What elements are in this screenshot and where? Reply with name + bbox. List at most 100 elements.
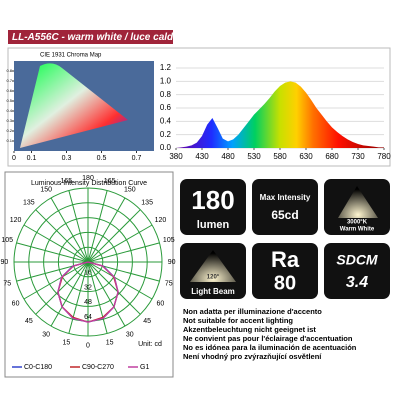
y-tick-label: 0.8: [6, 68, 12, 73]
grid-line: [87, 261, 108, 334]
grid-line: [50, 197, 89, 263]
angle-tick-label: 45: [25, 318, 33, 325]
grid-line: [35, 209, 89, 263]
ra-value: 80: [274, 272, 296, 294]
light-icon: [338, 186, 378, 218]
cie-gamut: [20, 63, 128, 148]
spectrum-area: [176, 81, 384, 148]
x-tick-label: 430: [195, 152, 209, 161]
lumen-value: 180: [191, 185, 234, 215]
x-tick-label: 0.7: [132, 155, 142, 162]
y-tick-label: 0.4: [160, 116, 172, 125]
angle-tick-label: 105: [1, 237, 13, 244]
grid-line: [87, 261, 126, 327]
x-tick-label: 630: [299, 152, 313, 161]
ra-label: Ra: [271, 247, 300, 272]
polar-title: Luminous Intensity Distribution Curve: [31, 180, 147, 187]
note: Není vhodný pro zvýrazňující osvětlení: [183, 352, 322, 361]
grid-line: [87, 261, 153, 300]
lumen-unit: lumen: [197, 219, 230, 231]
grid-line: [87, 261, 141, 315]
grid-line: [23, 261, 89, 300]
y-tick-label: 0.6: [6, 88, 12, 93]
x-tick-label: 0.1: [27, 155, 37, 162]
y-tick-label: 1.2: [160, 63, 172, 72]
angle-tick-label: 105: [163, 237, 175, 244]
angle-tick-label: 165: [104, 178, 116, 185]
product-title: LL-A556C - warm white / luce calda: [12, 32, 179, 43]
angle-tick-label: 90: [0, 259, 8, 266]
unit-label: Unit: cd: [138, 341, 162, 348]
x-tick-label: 580: [273, 152, 287, 161]
y-tick-label: 0.1: [6, 138, 12, 143]
badge: [180, 179, 246, 235]
angle-tick-label: 180: [82, 175, 94, 182]
cct: 3000°K: [347, 220, 368, 226]
x-tick-label: 680: [325, 152, 339, 161]
x-tick-label: 530: [247, 152, 261, 161]
y-tick-label: 0.0: [160, 143, 172, 152]
grid-line: [68, 261, 89, 334]
note: Not suitable for accent lighting: [183, 316, 293, 325]
y-tick-label: 1.0: [160, 76, 172, 85]
y-tick-label: 0.4: [6, 108, 12, 113]
grid-line: [16, 242, 89, 263]
angle-tick-label: 150: [40, 186, 52, 193]
x-tick-label: 780: [377, 152, 391, 161]
grid-line: [35, 261, 89, 315]
x-tick-label: 0.3: [62, 155, 72, 162]
x-tick-label: 380: [169, 152, 183, 161]
grid-line: [87, 209, 141, 263]
badge: [324, 243, 390, 299]
note: No es idónea para la iluminación de acen…: [183, 343, 357, 352]
intensity-label: Max Intensity: [260, 193, 311, 202]
angle-tick-label: 120: [10, 217, 22, 224]
cct-label: Warm White: [340, 227, 375, 233]
angle-tick-label: 30: [126, 331, 134, 338]
angle-tick-label: 75: [3, 280, 11, 287]
x-tick-label: 0.5: [97, 155, 107, 162]
y-tick-label: 0.2: [6, 128, 12, 133]
angle-tick-label: 45: [143, 318, 151, 325]
grid-line: [87, 224, 153, 263]
angle-tick-label: 90: [168, 259, 176, 266]
sdcm-label: SDCM: [336, 252, 378, 268]
legend-label: C0-C180: [24, 364, 52, 371]
angle-tick-label: 60: [157, 301, 165, 308]
angle-tick-label: 30: [42, 331, 50, 338]
grid-line: [87, 242, 160, 263]
angle-tick-label: 165: [61, 178, 73, 185]
y-tick-label: 0.2: [160, 130, 172, 139]
grid-line: [50, 261, 89, 327]
angle-tick-label: 120: [155, 217, 167, 224]
note: Non adatta per illuminazione d'accento: [183, 307, 322, 316]
light-icon: [190, 250, 236, 282]
beam-angle: 120°: [207, 275, 220, 281]
angle-tick-label: 135: [23, 200, 35, 207]
angle-tick-label: 75: [165, 280, 173, 287]
badge: [252, 243, 318, 299]
polar-panel: [4, 171, 174, 378]
y-tick-label: 0.7: [6, 78, 12, 83]
angle-tick-label: 150: [124, 186, 136, 193]
y-tick-label: 0.8: [160, 90, 172, 99]
intensity-value: 65cd: [271, 208, 298, 222]
cie-title: CIE 1931 Chroma Map: [40, 53, 102, 59]
angle-tick-label: 135: [141, 200, 153, 207]
sdcm-value: 3.4: [346, 274, 368, 291]
badge: [252, 179, 318, 235]
legend-label: G1: [140, 364, 149, 371]
angle-tick-label: 15: [62, 340, 70, 347]
x-tick-label: 480: [221, 152, 235, 161]
grid-line: [23, 224, 89, 263]
beam-label: Light Beam: [191, 287, 235, 296]
title-bar: [8, 30, 173, 44]
y-tick-label: 0.5: [6, 98, 12, 103]
note: Akzentbeleuchtung nicht geeignet ist: [183, 325, 316, 334]
intensity-curve: [57, 261, 119, 323]
y-tick-label: 0.6: [160, 103, 172, 112]
angle-tick-label: 15: [106, 340, 114, 347]
angle-tick-label: 60: [12, 301, 20, 308]
grid-line: [87, 197, 126, 263]
